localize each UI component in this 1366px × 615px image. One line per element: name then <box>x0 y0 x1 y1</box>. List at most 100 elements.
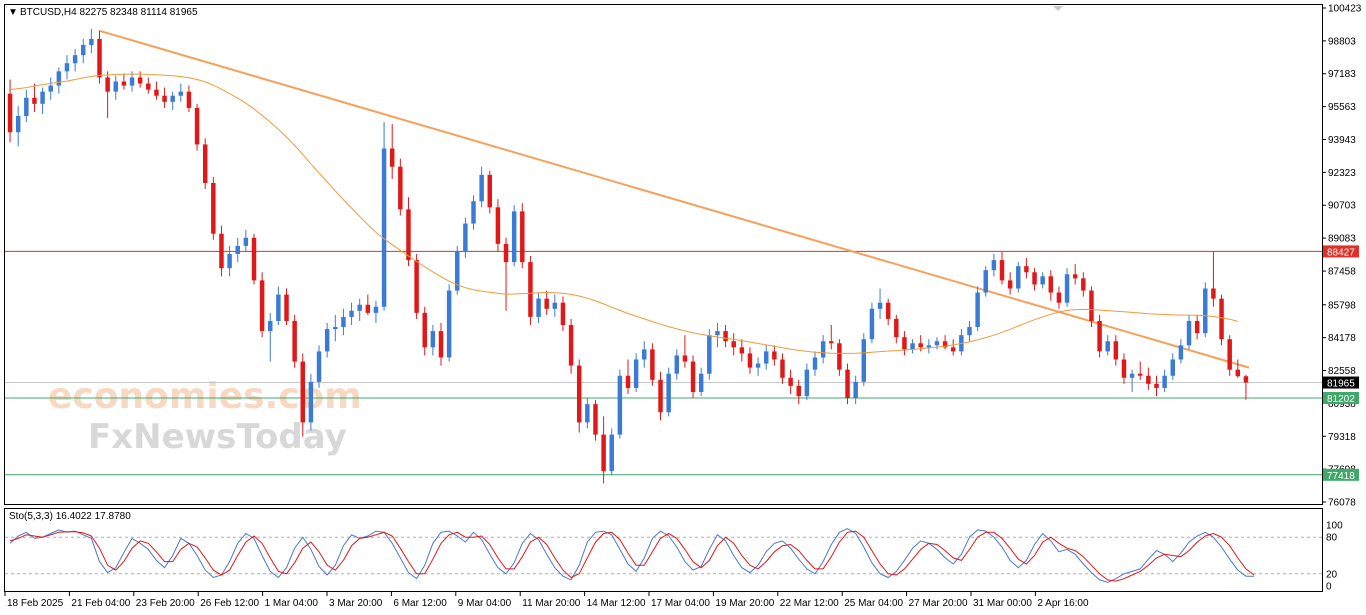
candle <box>430 325 436 356</box>
time-axis: 18 Feb 2025 21 Feb 04:00 23 Feb 20:00 26 Fe… <box>4 591 1089 609</box>
candle <box>544 290 549 315</box>
candle <box>1040 272 1045 289</box>
candle <box>243 229 249 252</box>
candle <box>788 369 793 395</box>
candle <box>32 83 37 112</box>
candle <box>707 329 712 380</box>
price-tick-label: 80938 <box>1328 399 1356 410</box>
candle <box>1113 335 1119 366</box>
candle <box>268 312 273 362</box>
candle <box>316 345 322 388</box>
candle <box>731 333 736 356</box>
candle <box>1089 286 1094 328</box>
time-tick-label: 22 Mar 12:00 <box>780 598 839 609</box>
candle <box>1219 294 1224 346</box>
candles-group <box>7 28 1249 484</box>
candle <box>991 253 997 277</box>
candle <box>747 347 753 374</box>
candle <box>690 355 696 399</box>
candle <box>308 373 314 431</box>
horizontal-levels <box>5 250 1322 476</box>
moving-average-group <box>10 73 1238 354</box>
candle <box>642 341 647 368</box>
time-tick-label: 11 Mar 20:00 <box>522 598 581 609</box>
time-tick-label: 21 Feb 04:00 <box>71 598 130 609</box>
trendline[interactable] <box>99 29 1250 369</box>
candle <box>471 195 476 230</box>
candle <box>1137 361 1143 380</box>
price-tick-label: 98803 <box>1328 36 1356 47</box>
price-tick-label: 90703 <box>1328 201 1356 212</box>
candle <box>1016 262 1021 293</box>
candle <box>194 103 200 151</box>
candle <box>837 339 842 376</box>
time-tick-label: 19 Mar 20:00 <box>715 598 774 609</box>
candle <box>284 288 289 326</box>
price-tick-label: 92323 <box>1328 168 1356 179</box>
candle <box>812 351 818 376</box>
time-tick-label: 3 Mar 20:00 <box>329 598 383 609</box>
candle <box>1154 375 1159 397</box>
candle <box>609 428 614 476</box>
candle <box>56 67 62 94</box>
price-tick-label: 89083 <box>1328 234 1356 245</box>
candle <box>162 87 167 108</box>
candle <box>1162 369 1167 392</box>
time-tick-label: 1 Mar 04:00 <box>265 598 319 609</box>
candle <box>1056 286 1062 309</box>
price-tag-label: 81202 <box>1327 394 1355 405</box>
candle <box>666 367 671 417</box>
moving-average-line <box>10 73 1238 354</box>
scroll-indicator-icon[interactable] <box>1053 6 1063 11</box>
candle <box>446 284 452 362</box>
time-tick-label: 2 Apr 16:00 <box>1037 598 1089 609</box>
candle <box>568 318 574 374</box>
stoch-level-label: 100 <box>1326 521 1343 532</box>
candle <box>1007 272 1013 295</box>
candle <box>121 73 127 90</box>
price-tag-88427 <box>1323 245 1359 258</box>
candle <box>105 71 110 119</box>
price-tick-label: 79318 <box>1328 432 1356 443</box>
chart-menu-icon[interactable]: ▼ <box>8 7 18 18</box>
candle <box>211 176 216 240</box>
candle <box>7 79 13 143</box>
candle <box>1178 339 1184 364</box>
price-tag-label: 81965 <box>1327 379 1355 390</box>
time-tick-label: 25 Mar 04:00 <box>844 598 903 609</box>
oscillator-frame <box>4 508 1323 592</box>
candle <box>1032 268 1037 291</box>
candle <box>511 205 517 267</box>
candle <box>1170 353 1175 380</box>
candle <box>877 288 883 319</box>
candle <box>170 91 175 110</box>
candle <box>650 343 655 386</box>
stoch-level-label: 0 <box>1326 582 1332 593</box>
candle <box>487 170 493 214</box>
candle <box>536 292 541 323</box>
candle <box>292 314 297 368</box>
candle <box>1097 314 1102 358</box>
candle <box>1024 258 1029 279</box>
candle <box>601 416 606 484</box>
oscillator-title: Sto(5,3,3) 16.4022 17.8780 <box>9 511 131 522</box>
candle <box>1243 374 1249 400</box>
candle <box>780 353 785 384</box>
candle <box>259 272 265 338</box>
price-tag-77418 <box>1323 468 1359 481</box>
candle <box>983 266 988 297</box>
candle <box>804 363 810 401</box>
candle <box>625 359 631 395</box>
candle <box>967 320 972 342</box>
candle <box>24 89 29 123</box>
candle <box>1146 367 1151 390</box>
candle <box>576 359 582 433</box>
candle <box>81 38 86 64</box>
candle <box>503 237 509 311</box>
time-tick-label: 17 Mar 04:00 <box>651 598 710 609</box>
symbol-info: BTCUSD,H4 82275 82348 81114 81965 <box>20 7 198 18</box>
candle <box>1194 314 1200 340</box>
candle <box>999 251 1005 285</box>
candle <box>365 294 371 315</box>
